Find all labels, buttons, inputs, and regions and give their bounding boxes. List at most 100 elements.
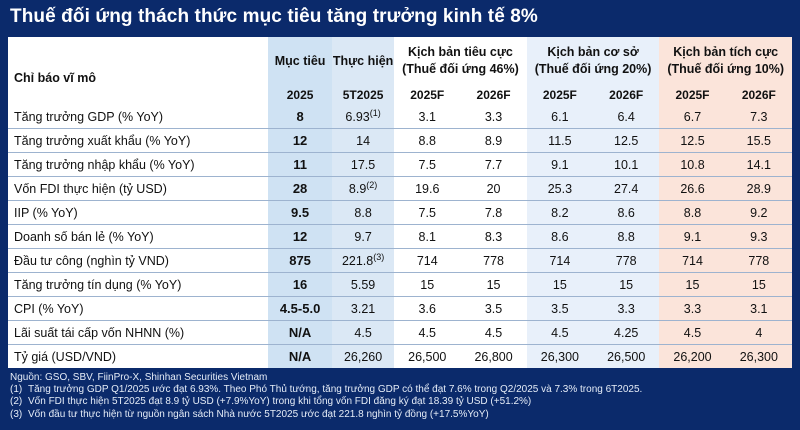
negative-scenario-title: Kịch bản tiêu cực: [407, 45, 513, 59]
row-negative-2025-value: 8.1: [418, 229, 436, 244]
row-negative-2026: 8.9: [460, 128, 527, 153]
row-base-2026: 8.6: [593, 200, 660, 225]
row-base-2025: 714: [526, 248, 594, 273]
row-base-2025: 25.3: [526, 176, 594, 201]
row-actual: 14: [332, 128, 395, 153]
row-actual-value: 8.9: [348, 182, 367, 197]
row-actual-value: 8.8: [354, 205, 372, 220]
positive-scenario-title: Kịch bản tích cực: [673, 45, 779, 59]
row-base-2026-value: 15: [619, 277, 634, 292]
row-goal: 9.5: [268, 200, 333, 225]
row-goal-value: N/A: [288, 325, 312, 340]
row-actual: 6.93(1): [332, 105, 395, 129]
row-indicator-value: Tăng trưởng nhập khẩu (% YoY): [14, 157, 195, 172]
row-negative-2025-value: 8.8: [418, 133, 436, 148]
header-actual: Thực hiện: [332, 37, 395, 85]
row-negative-2025-value: 714: [416, 253, 438, 268]
row-base-2025-value: 8.6: [551, 229, 569, 244]
row-positive-2025-value: 15: [685, 277, 700, 292]
row-indicator: Tăng trưởng xuất khẩu (% YoY): [8, 128, 269, 153]
row-actual: 3.21: [332, 296, 395, 321]
table-row: Tỷ giá (USD/VND) N/A 26,260 26,500 26,800 26,…: [8, 344, 792, 368]
row-negative-2025: 15: [394, 272, 461, 297]
header-positive-2025: 2025F: [659, 85, 726, 105]
row-negative-2025: 26,500: [394, 344, 461, 368]
header-positive-2026: 2026F: [725, 85, 792, 105]
base-scenario-tariff: (Thuế đối ứng 20%): [534, 62, 652, 76]
header-positive-scenario: Kịch bản tích cực (Thuế đối ứng 10%): [659, 37, 792, 85]
row-goal: 4.5-5.0: [268, 296, 333, 321]
header-base-scenario: Kịch bản cơ sở (Thuế đối ứng 20%): [526, 37, 660, 85]
footnote-text: Tăng trưởng GDP Q1/2025 ước đạt 6.93%. T…: [28, 384, 643, 396]
row-positive-2026-value: 15: [751, 277, 766, 292]
row-positive-2025: 3.3: [659, 296, 726, 321]
row-base-2025: 4.5: [526, 320, 594, 345]
row-negative-2026: 4.5: [460, 320, 527, 345]
row-base-2025-value: 714: [549, 253, 571, 268]
row-positive-2025-value: 4.5: [683, 325, 702, 340]
row-indicator: IIP (% YoY): [8, 200, 269, 225]
row-positive-2026: 778: [725, 248, 792, 273]
row-positive-2026-value: 9.2: [750, 205, 768, 220]
negative-scenario-tariff: (Thuế đối ứng 46%): [402, 62, 519, 76]
row-negative-2026: 8.3: [460, 224, 527, 249]
table-row: Vốn FDI thực hiện (tỷ USD) 28 8.9(2) 19.6 20…: [8, 176, 792, 201]
row-negative-2026-value: 20: [486, 181, 501, 196]
row-positive-2025-value: 9.1: [683, 229, 702, 244]
row-base-2026-value: 8.8: [617, 229, 635, 244]
table-row: CPI (% YoY) 4.5-5.0 3.21 3.6 3.5 3.5 3.3 3.3 3.1: [8, 296, 792, 321]
row-positive-2025: 6.7: [659, 105, 726, 129]
base-scenario-title: Kịch bản cơ sở: [547, 45, 639, 59]
row-positive-2026: 26,300: [725, 344, 792, 368]
row-actual-value: 6.93: [345, 110, 370, 125]
row-negative-2026-value: 8.9: [484, 133, 503, 148]
row-goal: 28: [268, 176, 333, 201]
row-base-2026: 8.8: [593, 224, 660, 249]
row-actual: 9.7: [332, 224, 395, 249]
row-base-2025: 3.5: [526, 296, 594, 321]
header-goal: Mục tiêu: [268, 37, 333, 85]
row-positive-2026: 28.9: [725, 176, 792, 201]
row-positive-2026: 14.1: [725, 152, 792, 177]
row-actual-value: 221.8: [341, 254, 374, 269]
row-negative-2025: 19.6: [394, 176, 461, 201]
row-actual-value: 26,260: [343, 349, 383, 364]
footnote-marker: (3): [373, 252, 385, 263]
page-title: Thuế đối ứng thách thức mục tiêu tăng tr…: [10, 6, 538, 27]
row-positive-2025: 26,200: [659, 344, 726, 368]
row-goal: 16: [268, 272, 333, 297]
footnote-marker: (1): [369, 108, 381, 119]
row-goal-value: 16: [292, 277, 308, 292]
positive-scenario-tariff: (Thuế đối ứng 10%): [667, 62, 785, 76]
table-row: Doanh số bán lẻ (% YoY) 12 9.7 8.1 8.3 8.6 8.8…: [8, 224, 792, 249]
row-negative-2025-value: 26,500: [408, 349, 447, 364]
row-goal: 12: [268, 224, 333, 249]
row-actual: 5.59: [332, 272, 395, 297]
row-indicator: Vốn FDI thực hiện (tỷ USD): [8, 176, 269, 201]
row-goal-value: 12: [292, 133, 308, 148]
footnote-text: Vốn FDI thực hiện 5T2025 đạt 8.9 tỷ USD …: [28, 396, 532, 408]
row-base-2026: 6.4: [593, 105, 660, 129]
row-negative-2025-value: 4.5: [418, 325, 436, 340]
row-goal-value: 12: [292, 229, 308, 244]
row-positive-2026-value: 28.9: [746, 181, 771, 196]
row-base-2026: 778: [593, 248, 660, 273]
row-negative-2026-value: 15: [486, 277, 501, 292]
row-indicator: Tỷ giá (USD/VND): [8, 344, 269, 368]
row-indicator: Doanh số bán lẻ (% YoY): [8, 224, 269, 249]
header-negative-scenario: Kịch bản tiêu cực (Thuế đối ứng 46%): [394, 37, 527, 85]
table-row: Tăng trưởng nhập khẩu (% YoY) 11 17.5 7.5 7.…: [8, 152, 792, 177]
row-negative-2026-value: 8.3: [484, 229, 503, 244]
row-indicator-value: IIP (% YoY): [14, 205, 78, 220]
row-negative-2026: 26,800: [460, 344, 527, 368]
row-negative-2026: 7.8: [460, 200, 527, 225]
row-base-2025-value: 4.5: [551, 325, 569, 340]
row-base-2025: 15: [526, 272, 594, 297]
row-positive-2025: 714: [659, 248, 726, 273]
row-base-2025-value: 9.1: [551, 157, 569, 172]
row-positive-2025-value: 12.5: [680, 133, 705, 148]
row-positive-2025: 10.8: [659, 152, 726, 177]
row-positive-2025: 4.5: [659, 320, 726, 345]
header-goal-year: 2025: [268, 85, 333, 105]
table-row: Đầu tư công (nghìn tỷ VND) 875 221.8(3) 714…: [8, 248, 792, 273]
